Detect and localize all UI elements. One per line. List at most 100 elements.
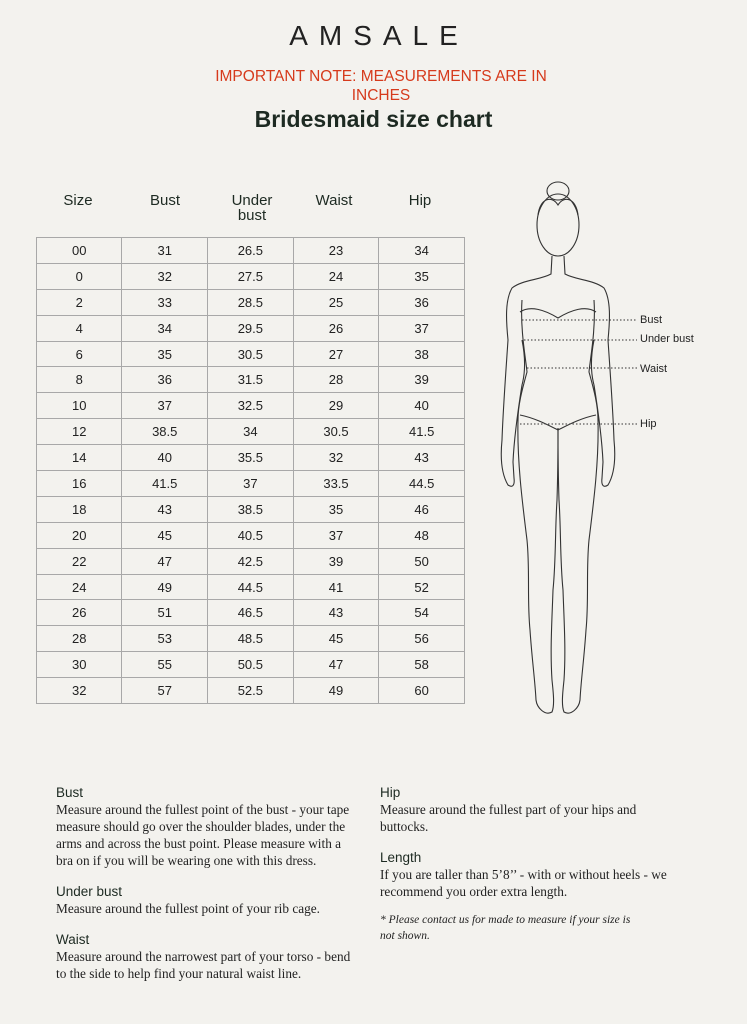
table-cell: 50 xyxy=(378,547,465,575)
table-row: 22 47 42.5 39 50 xyxy=(35,547,465,575)
body-left xyxy=(500,255,559,714)
table-cell: 32 xyxy=(121,262,209,290)
section-heading: Length xyxy=(380,850,422,865)
column-header: Under bust xyxy=(231,192,273,224)
size-table: 00 31 26.5 23 34 0 32 27.5 24 35 2 33 28.5 25 36 4 34 29.… xyxy=(35,237,465,705)
table-cell: 28.5 xyxy=(207,288,294,316)
table-row: 14 40 35.5 32 43 xyxy=(35,444,465,472)
table-row: 30 55 50.5 47 58 xyxy=(35,651,465,679)
table-cell: 57 xyxy=(121,677,209,705)
guide-section: Under bust Measure around the fullest poi… xyxy=(56,883,356,917)
table-row: 28 53 48.5 45 56 xyxy=(35,625,465,653)
footnote: * Please contact us for made to measure … xyxy=(380,914,631,942)
table-cell: 41.5 xyxy=(378,418,465,446)
guide-section: Length If you are taller than 5’8’’ - wit… xyxy=(380,849,670,900)
table-cell: 34 xyxy=(378,237,465,264)
table-row: 20 45 40.5 37 48 xyxy=(35,521,465,549)
section-text: Measure around the fullest part of your … xyxy=(380,802,637,834)
hair-bun xyxy=(546,181,570,201)
column-header: Size xyxy=(63,192,93,209)
table-row: 4 34 29.5 26 37 xyxy=(35,314,465,342)
table-cell: 35 xyxy=(292,495,380,523)
table-cell: 32 xyxy=(292,444,380,472)
figure-label: Waist xyxy=(640,363,667,375)
table-cell: 41 xyxy=(292,573,380,601)
section-heading: Hip xyxy=(380,785,401,800)
column-header: Hip xyxy=(408,192,432,209)
table-cell: 42.5 xyxy=(207,547,294,575)
table-cell: 29.5 xyxy=(207,314,294,342)
guide-right: Hip Measure around the fullest part of yo… xyxy=(380,784,670,958)
section-heading: Under bust xyxy=(56,884,123,899)
table-cell: 14 xyxy=(35,444,123,472)
table-cell: 48.5 xyxy=(207,625,294,653)
table-cell: 35.5 xyxy=(207,444,294,472)
table-cell: 33.5 xyxy=(292,470,380,497)
table-row: 12 38.5 34 30.5 41.5 xyxy=(35,418,465,446)
table-cell: 54 xyxy=(378,599,465,627)
column-header: Bust xyxy=(149,192,180,209)
page-title: Bridesmaid size chart xyxy=(254,106,493,132)
table-cell: 32 xyxy=(35,677,123,705)
table-cell: 36 xyxy=(378,288,465,316)
table-cell: 60 xyxy=(378,677,465,705)
table-cell: 53 xyxy=(121,625,209,653)
garment xyxy=(519,308,597,431)
table-cell: 38.5 xyxy=(121,418,209,446)
section-text: Measure around the narrowest part of you… xyxy=(56,949,351,981)
table-row: 10 37 32.5 29 40 xyxy=(35,392,465,420)
table-cell: 40 xyxy=(378,392,465,420)
table-cell: 30.5 xyxy=(292,418,380,446)
guide-section: Bust Measure around the fullest point of … xyxy=(56,784,356,869)
guide-section: Hip Measure around the fullest part of yo… xyxy=(380,784,670,835)
table-cell: 52 xyxy=(378,573,465,601)
table-cell: 30.5 xyxy=(207,340,294,368)
table-row: 0 32 27.5 24 35 xyxy=(35,262,465,290)
table-cell: 2 xyxy=(35,288,123,316)
table-cell: 10 xyxy=(35,392,123,420)
column-header: Waist xyxy=(315,192,353,209)
table-cell: 48 xyxy=(378,521,465,549)
table-cell: 40 xyxy=(121,444,209,472)
guide-left: Bust Measure around the fullest point of … xyxy=(56,784,356,996)
table-cell: 8 xyxy=(35,366,123,394)
table-cell: 0 xyxy=(35,262,123,290)
table-cell: 52.5 xyxy=(207,677,294,705)
table-cell: 41.5 xyxy=(121,470,209,497)
table-cell: 38 xyxy=(378,340,465,368)
section-text: Measure around the fullest point of the … xyxy=(56,802,350,868)
table-cell: 35 xyxy=(378,262,465,290)
table-cell: 46.5 xyxy=(207,599,294,627)
body-right xyxy=(557,255,616,714)
table-cell: 45 xyxy=(292,625,380,653)
table-row: 24 49 44.5 41 52 xyxy=(35,573,465,601)
table-cell: 47 xyxy=(292,651,380,679)
table-cell: 24 xyxy=(292,262,380,290)
logo: AMSALE xyxy=(289,20,469,51)
table-row: 00 31 26.5 23 34 xyxy=(35,237,465,264)
table-cell: 26 xyxy=(35,599,123,627)
table-cell: 58 xyxy=(378,651,465,679)
table-row: 32 57 52.5 49 60 xyxy=(35,677,465,705)
table-cell: 56 xyxy=(378,625,465,653)
table-cell: 45 xyxy=(121,521,209,549)
figure-label: Under bust xyxy=(640,333,694,345)
table-cell: 16 xyxy=(35,470,123,497)
table-cell: 39 xyxy=(292,547,380,575)
table-cell: 28 xyxy=(292,366,380,394)
table-row: 16 41.5 37 33.5 44.5 xyxy=(35,470,465,497)
table-cell: 34 xyxy=(207,418,294,446)
section-text: If you are taller than 5’8’’ - with or w… xyxy=(380,867,667,899)
table-cell: 49 xyxy=(121,573,209,601)
hair xyxy=(537,198,579,216)
important-note: IMPORTANT NOTE: MEASUREMENTS ARE IN INCH… xyxy=(215,68,547,104)
table-cell: 26 xyxy=(292,314,380,342)
figure-label: Bust xyxy=(640,314,662,326)
guide-section: Waist Measure around the narrowest part o… xyxy=(56,931,356,982)
table-cell: 24 xyxy=(35,573,123,601)
table-cell: 49 xyxy=(292,677,380,705)
measure-lines xyxy=(520,319,637,425)
table-cell: 6 xyxy=(35,340,123,368)
section-heading: Waist xyxy=(56,932,90,947)
